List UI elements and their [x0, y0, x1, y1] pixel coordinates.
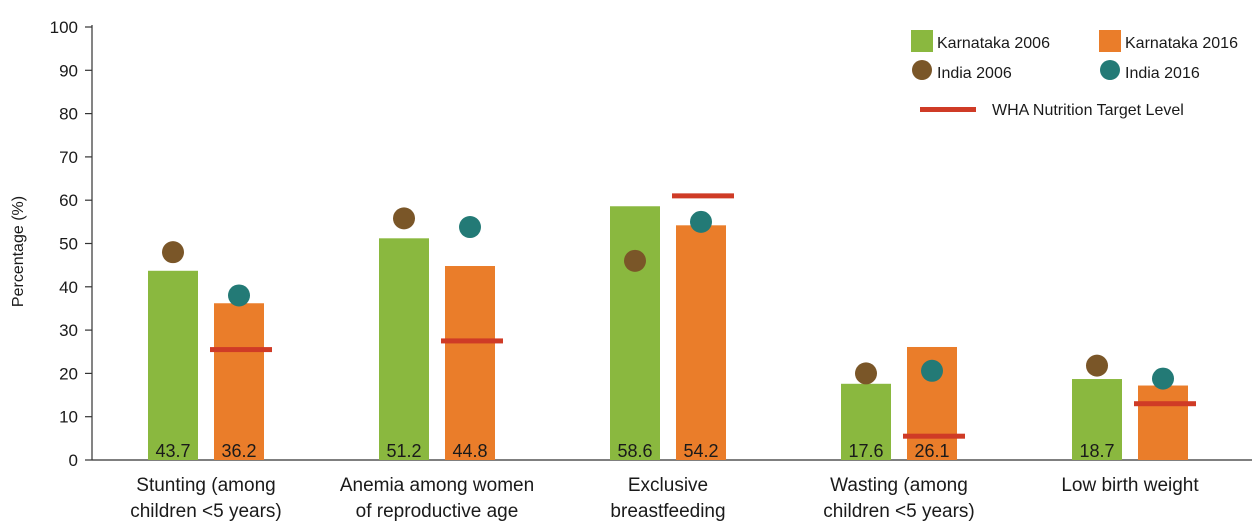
y-tick-label: 50	[59, 235, 78, 254]
legend-marker-india-2006	[912, 60, 932, 80]
category-label: of reproductive age	[356, 501, 519, 522]
bar-value-label: 18.7	[1079, 441, 1114, 461]
point-india-2016	[459, 216, 481, 239]
legend: Karnataka 2006 Karnataka 2016 India 2006…	[911, 30, 1238, 119]
wha-target-line	[672, 193, 734, 199]
bar-karnataka-2006	[610, 206, 660, 460]
bar-karnataka-2016	[445, 266, 495, 460]
category-label: Stunting (among	[136, 475, 275, 496]
point-india-2016	[921, 359, 943, 382]
point-india-2016	[228, 284, 250, 307]
bar-karnataka-2016	[676, 225, 726, 460]
legend-label-karnataka-2006: Karnataka 2006	[937, 35, 1050, 52]
category-label: Low birth weight	[1061, 475, 1199, 496]
chart-marks: 43.7 36.2 51.2 44.8 58.6 54.2 17.6 26.1 18.7	[148, 193, 1196, 461]
y-axis-label: Percentage (%)	[10, 196, 27, 307]
y-tick-label: 60	[59, 191, 78, 210]
y-tick-label: 40	[59, 278, 78, 297]
y-tick-label: 70	[59, 148, 78, 167]
point-india-2016	[1152, 367, 1174, 390]
bar-value-label: 54.2	[683, 441, 718, 461]
y-tick-label: 30	[59, 321, 78, 340]
point-india-2006	[393, 207, 415, 230]
wha-target-line	[441, 338, 503, 344]
y-tick-label: 100	[50, 18, 78, 37]
bar-value-label: 26.1	[914, 441, 949, 461]
y-tick-label: 80	[59, 105, 78, 124]
y-tick-label: 90	[59, 61, 78, 80]
category-label: children <5 years)	[823, 501, 975, 522]
axes: 0 10 20 30 40 50 60 70 80 90 100 Percentage (%) Stun…	[10, 18, 1252, 522]
bar-value-label: 51.2	[386, 441, 421, 461]
bar-karnataka-2006	[379, 238, 429, 460]
y-tick-label: 10	[59, 408, 78, 427]
bar-value-label: 44.8	[452, 441, 487, 461]
category-label: Wasting (among	[830, 475, 968, 496]
point-india-2006	[624, 249, 646, 272]
category-label: Exclusive	[628, 475, 708, 496]
wha-target-line	[210, 347, 272, 353]
bar-value-label: 36.2	[221, 441, 256, 461]
legend-swatch-karnataka-2006	[911, 30, 933, 52]
bar-value-label: 43.7	[155, 441, 190, 461]
legend-label-wha-target: WHA Nutrition Target Level	[992, 102, 1184, 119]
legend-marker-wha-target	[920, 107, 976, 112]
y-tick-label: 20	[59, 364, 78, 383]
category-label: Anemia among women	[340, 475, 534, 496]
wha-target-line	[903, 433, 965, 439]
point-india-2006	[162, 241, 184, 264]
legend-label-india-2006: India 2006	[937, 65, 1012, 82]
bar-value-label: 17.6	[848, 441, 883, 461]
point-india-2016	[690, 210, 712, 233]
point-india-2006	[1086, 354, 1108, 377]
category-label: breastfeeding	[610, 501, 725, 522]
bar-karnataka-2006	[148, 270, 198, 460]
legend-label-karnataka-2016: Karnataka 2016	[1125, 35, 1238, 52]
bar-karnataka-2016	[1138, 385, 1188, 460]
legend-label-india-2016: India 2016	[1125, 65, 1200, 82]
legend-marker-india-2016	[1100, 60, 1120, 80]
bar-karnataka-2006	[1072, 379, 1122, 460]
bar-karnataka-2006	[841, 383, 891, 460]
wha-target-line	[1134, 401, 1196, 407]
point-india-2006	[855, 362, 877, 385]
y-tick-label: 0	[69, 451, 78, 470]
legend-swatch-karnataka-2016	[1099, 30, 1121, 52]
category-label: children <5 years)	[130, 501, 282, 522]
bar-value-label: 58.6	[617, 441, 652, 461]
bar-karnataka-2016	[214, 303, 264, 460]
